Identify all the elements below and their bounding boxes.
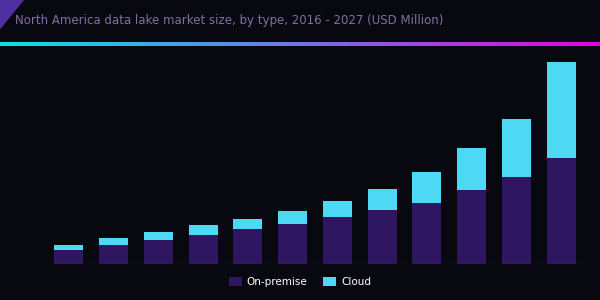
Bar (188, 225, 218, 235)
Bar (99, 238, 128, 245)
Bar (278, 224, 307, 264)
Bar (144, 240, 173, 264)
Bar (233, 229, 262, 264)
Bar (144, 232, 173, 240)
Bar (502, 119, 531, 177)
Bar (368, 189, 397, 211)
Bar (99, 245, 128, 264)
Bar (188, 235, 218, 264)
Bar (457, 148, 486, 190)
Bar (457, 190, 486, 264)
Bar (547, 158, 575, 264)
Bar (412, 172, 442, 203)
Bar (278, 211, 307, 224)
Bar (323, 200, 352, 217)
Bar (368, 211, 397, 264)
Bar (55, 245, 83, 250)
Bar (547, 62, 575, 158)
Text: North America data lake market size, by type, 2016 - 2027 (USD Million): North America data lake market size, by … (15, 14, 443, 27)
Polygon shape (0, 0, 24, 29)
Bar (412, 203, 442, 264)
Legend: On-premise, Cloud: On-premise, Cloud (225, 273, 375, 291)
Bar (55, 250, 83, 264)
Bar (323, 217, 352, 264)
Bar (502, 177, 531, 264)
Bar (233, 218, 262, 229)
